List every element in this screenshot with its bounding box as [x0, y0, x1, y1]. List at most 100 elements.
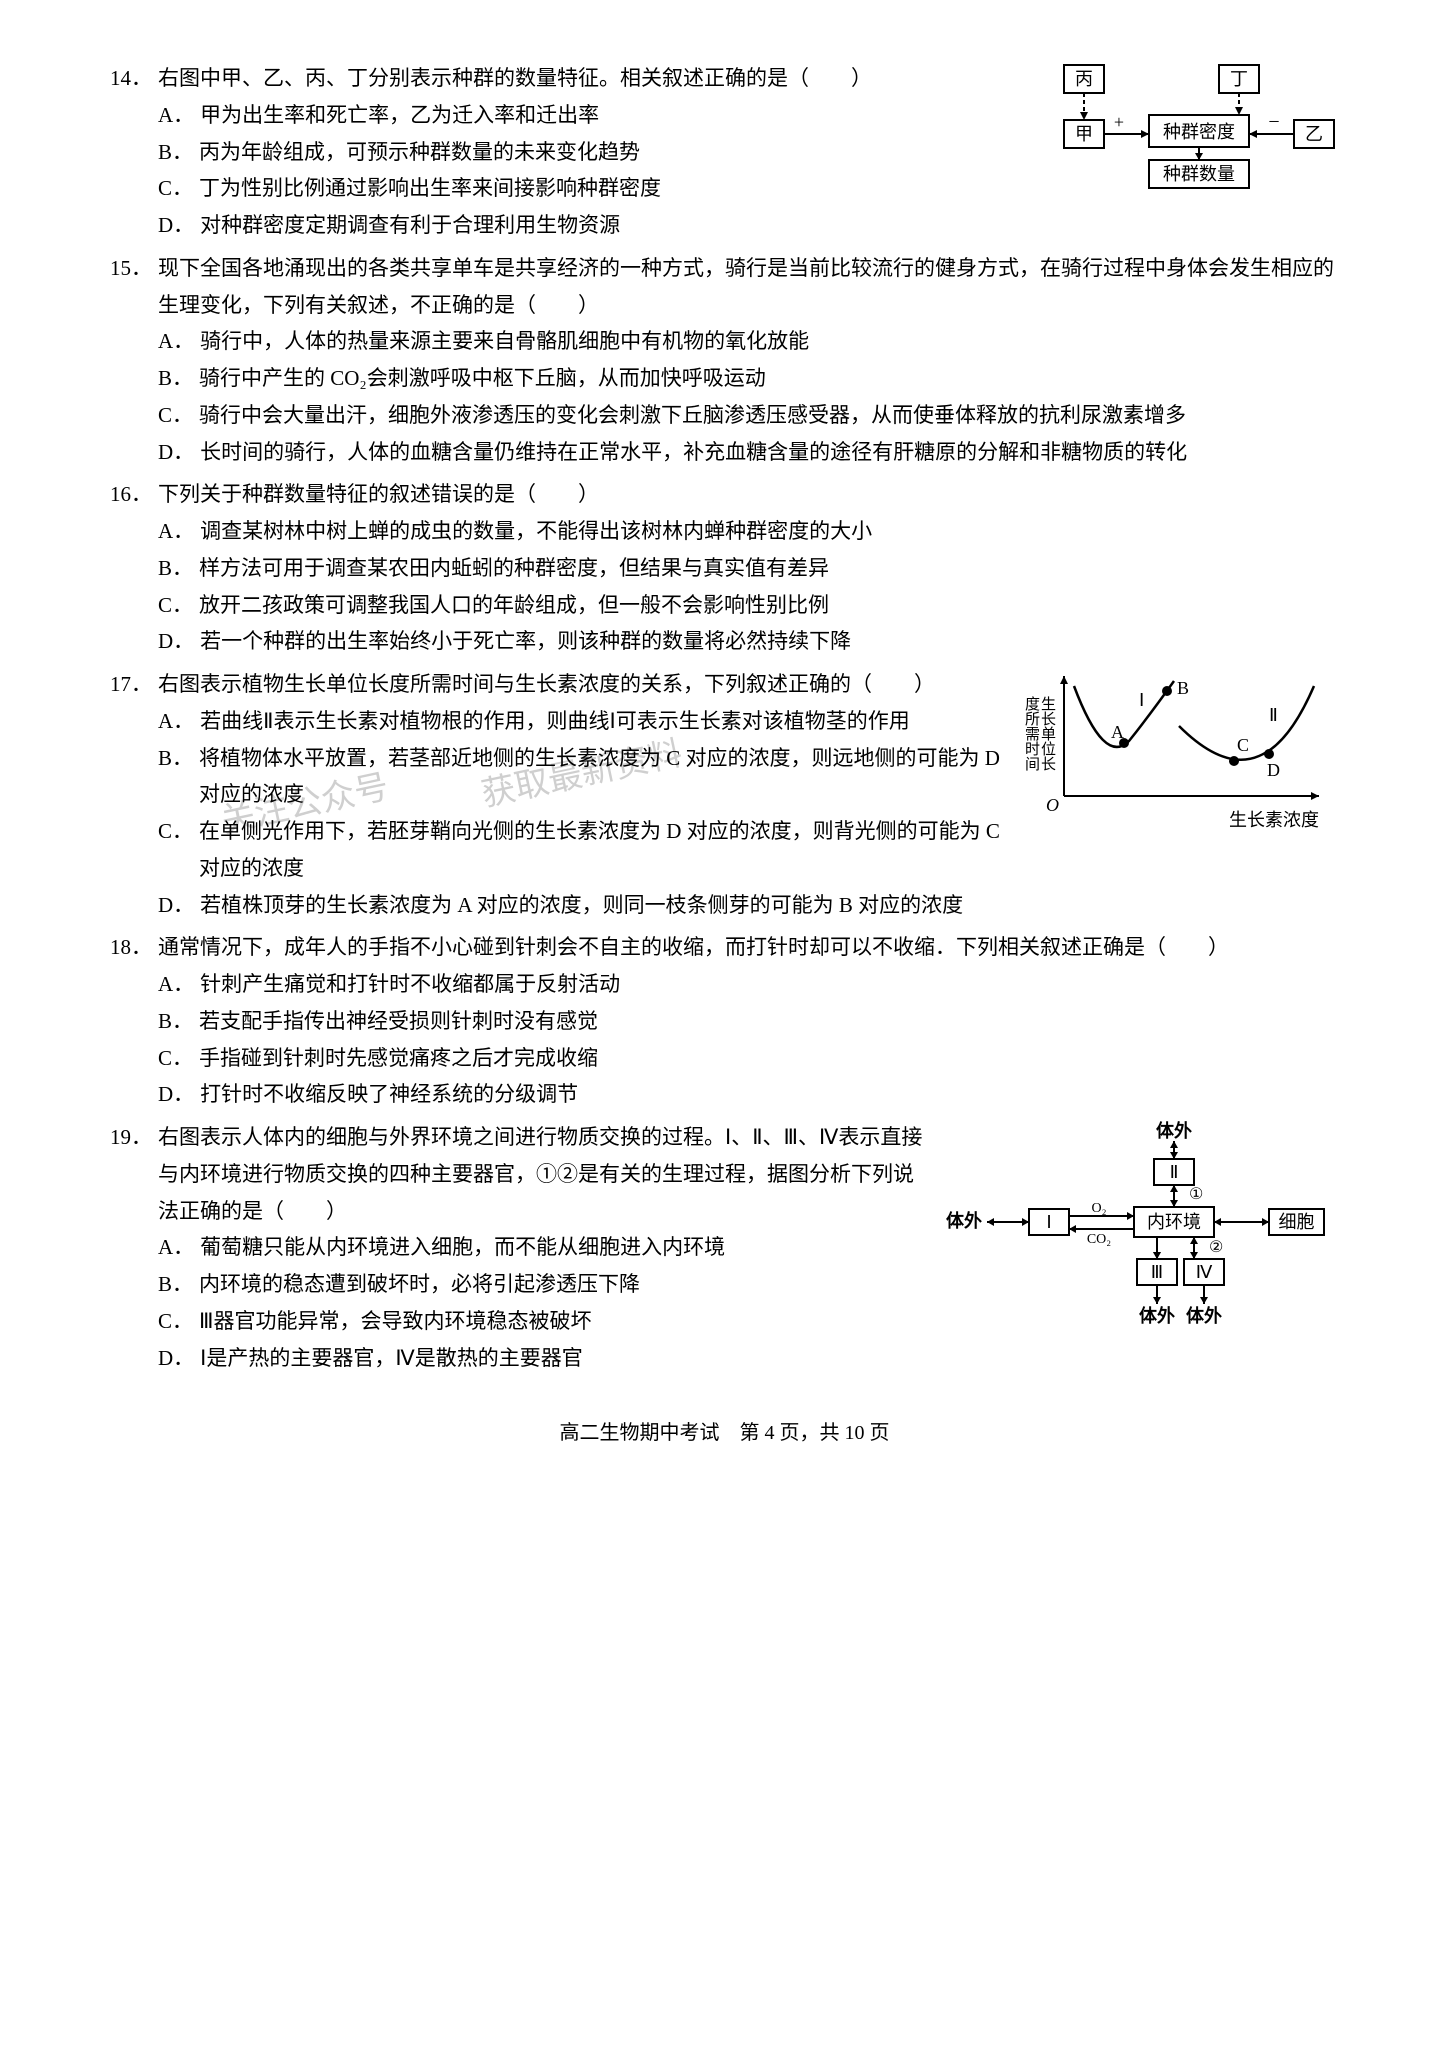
option-label: D．	[158, 1340, 200, 1377]
svg-text:丙: 丙	[1075, 69, 1093, 89]
option-text: 若支配手指传出神经受损则针刺时没有感觉	[199, 1003, 1339, 1040]
question-stem: 现下全国各地涌现出的各类共享单车是共享经济的一种方式，骑行是当前比较流行的健身方…	[158, 250, 1339, 324]
option: D． Ⅰ是产热的主要器官，Ⅳ是散热的主要器官	[158, 1340, 1339, 1377]
options-list: A． 调查某树林中树上蝉的成虫的数量，不能得出该树林内蝉种群密度的大小 B． 样…	[110, 513, 1339, 660]
option: B． 将植物体水平放置，若茎部近地侧的生长素浓度为 C 对应的浓度，则远地侧的可…	[158, 740, 1009, 814]
svg-text:生长单位长: 生长单位长	[1039, 696, 1056, 771]
option-text: Ⅰ是产热的主要器官，Ⅳ是散热的主要器官	[200, 1340, 1339, 1377]
option-text: 打针时不收缩反映了神经系统的分级调节	[200, 1076, 1339, 1113]
option-label: D．	[158, 1076, 200, 1113]
option: A． 调查某树林中树上蝉的成虫的数量，不能得出该树林内蝉种群密度的大小	[158, 513, 1339, 550]
question-number: 14．	[110, 60, 158, 97]
question: 15． 现下全国各地涌现出的各类共享单车是共享经济的一种方式，骑行是当前比较流行…	[110, 250, 1339, 471]
svg-text:体外: 体外	[946, 1210, 982, 1231]
option-text: 若植株顶芽的生长素浓度为 A 对应的浓度，则同一枝条侧芽的可能为 B 对应的浓度	[200, 887, 1339, 924]
svg-text:种群数量: 种群数量	[1163, 164, 1235, 184]
option-label: C．	[158, 397, 199, 434]
svg-text:Ⅰ: Ⅰ	[1139, 690, 1144, 710]
population-diagram: 丙 丁 甲 乙 种群密度 种群数量 + −	[1059, 60, 1339, 190]
option: C． 在单侧光作用下，若胚芽鞘向光侧的生长素浓度为 D 对应的浓度，则背光侧的可…	[158, 813, 1009, 887]
option: A． 葡萄糖只能从内环境进入细胞，而不能从细胞进入内环境	[158, 1229, 929, 1266]
option-text: 骑行中，人体的热量来源主要来自骨骼肌细胞中有机物的氧化放能	[200, 323, 1339, 360]
svg-text:A: A	[1111, 722, 1124, 742]
option-label: B．	[158, 360, 199, 397]
option-label: A．	[158, 323, 200, 360]
option-text: 葡萄糖只能从内环境进入细胞，而不能从细胞进入内环境	[200, 1229, 929, 1266]
svg-text:CO₂: CO₂	[1087, 1232, 1111, 1247]
svg-text:①: ①	[1189, 1186, 1203, 1203]
option: C． 骑行中会大量出汗，细胞外液渗透压的变化会刺激下丘脑渗透压感受器，从而使垂体…	[158, 397, 1339, 434]
svg-text:体外: 体外	[1156, 1120, 1192, 1141]
question: 18． 通常情况下，成年人的手指不小心碰到针刺会不自主的收缩，而打针时却可以不收…	[110, 929, 1339, 1113]
option-label: A．	[158, 703, 200, 740]
option: C． 放开二孩政策可调整我国人口的年龄组成，但一般不会影响性别比例	[158, 587, 1339, 624]
svg-text:甲: 甲	[1075, 124, 1093, 144]
option-text: 调查某树林中树上蝉的成虫的数量，不能得出该树林内蝉种群密度的大小	[200, 513, 1339, 550]
question-number: 17．	[110, 666, 158, 703]
svg-text:体外: 体外	[1139, 1305, 1175, 1326]
question-stem: 右图表示人体内的细胞与外界环境之间进行物质交换的过程。Ⅰ、Ⅱ、Ⅲ、Ⅳ表示直接与内…	[158, 1119, 929, 1229]
question: O 生长单位长 度所需时间 生长素浓度 A B C D Ⅰ Ⅱ 17． 右图表示…	[110, 666, 1339, 923]
option: C． Ⅲ器官功能异常，会导致内环境稳态被破坏	[158, 1303, 929, 1340]
option-label: A．	[158, 966, 200, 1003]
svg-text:Ⅰ: Ⅰ	[1046, 1212, 1051, 1232]
option: B． 内环境的稳态遭到破坏时，必将引起渗透压下降	[158, 1266, 929, 1303]
option: C． 手指碰到针刺时先感觉痛疼之后才完成收缩	[158, 1040, 1339, 1077]
option-label: D．	[158, 887, 200, 924]
option-text: 针刺产生痛觉和打针时不收缩都属于反射活动	[200, 966, 1339, 1003]
option-text: 骑行中产生的 CO₂会刺激呼吸中枢下丘脑，从而加快呼吸运动	[199, 360, 1339, 397]
svg-text:O₂: O₂	[1092, 1201, 1107, 1216]
option-text: 对种群密度定期调查有利于合理利用生物资源	[200, 207, 1339, 244]
option-text: 放开二孩政策可调整我国人口的年龄组成，但一般不会影响性别比例	[199, 587, 1339, 624]
question-stem: 下列关于种群数量特征的叙述错误的是（ ）	[158, 476, 1339, 513]
option: B． 骑行中产生的 CO₂会刺激呼吸中枢下丘脑，从而加快呼吸运动	[158, 360, 1339, 397]
option-label: B．	[158, 1003, 199, 1040]
options-list: A． 针刺产生痛觉和打针时不收缩都属于反射活动 B． 若支配手指传出神经受损则针…	[110, 966, 1339, 1113]
option-text: 丁为性别比例通过影响出生率来间接影响种群密度	[199, 170, 1049, 207]
option-text: 将植物体水平放置，若茎部近地侧的生长素浓度为 C 对应的浓度，则远地侧的可能为 …	[199, 740, 1009, 814]
option-label: B．	[158, 550, 199, 587]
svg-text:Ⅳ: Ⅳ	[1196, 1262, 1213, 1282]
svg-text:乙: 乙	[1305, 124, 1323, 144]
svg-text:Ⅱ: Ⅱ	[1170, 1162, 1179, 1182]
option-text: 内环境的稳态遭到破坏时，必将引起渗透压下降	[199, 1266, 929, 1303]
option: D． 打针时不收缩反映了神经系统的分级调节	[158, 1076, 1339, 1113]
option-label: C．	[158, 587, 199, 624]
option-label: D．	[158, 207, 200, 244]
options-list: A． 骑行中，人体的热量来源主要来自骨骼肌细胞中有机物的氧化放能 B． 骑行中产…	[110, 323, 1339, 470]
option-label: C．	[158, 1040, 199, 1077]
option-text: 手指碰到针刺时先感觉痛疼之后才完成收缩	[199, 1040, 1339, 1077]
svg-text:度所需时间: 度所需时间	[1023, 696, 1040, 772]
option-label: D．	[158, 434, 200, 471]
option: B． 若支配手指传出神经受损则针刺时没有感觉	[158, 1003, 1339, 1040]
option-label: C．	[158, 170, 199, 207]
question: 丙 丁 甲 乙 种群密度 种群数量 + − 14． 右图中甲、乙、丙、丁分别表示…	[110, 60, 1339, 244]
option-text: 丙为年龄组成，可预示种群数量的未来变化趋势	[199, 134, 1049, 171]
svg-text:体外: 体外	[1186, 1305, 1222, 1326]
svg-text:C: C	[1237, 735, 1249, 755]
option-label: C．	[158, 1303, 199, 1340]
option-text: Ⅲ器官功能异常，会导致内环境稳态被破坏	[199, 1303, 929, 1340]
svg-text:生长素浓度: 生长素浓度	[1229, 810, 1319, 830]
svg-text:种群密度: 种群密度	[1163, 122, 1235, 142]
option: D． 若一个种群的出生率始终小于死亡率，则该种群的数量将必然持续下降	[158, 623, 1339, 660]
question-number: 15．	[110, 250, 158, 324]
option: B． 丙为年龄组成，可预示种群数量的未来变化趋势	[158, 134, 1049, 171]
question: 体外 Ⅱ ① 体外 Ⅰ O₂ CO₂ 内环境 细胞 ② Ⅲ Ⅳ 体外 体外 19…	[110, 1119, 1339, 1376]
option-label: B．	[158, 740, 199, 814]
question-number: 18．	[110, 929, 158, 966]
option-label: B．	[158, 1266, 199, 1303]
svg-text:−: −	[1268, 111, 1279, 133]
option: D． 长时间的骑行，人体的血糖含量仍维持在正常水平，补充血糖含量的途径有肝糖原的…	[158, 434, 1339, 471]
svg-text:D: D	[1267, 760, 1280, 780]
internal-env-diagram: 体外 Ⅱ ① 体外 Ⅰ O₂ CO₂ 内环境 细胞 ② Ⅲ Ⅳ 体外 体外	[939, 1119, 1339, 1329]
svg-text:②: ②	[1209, 1239, 1223, 1256]
option-label: D．	[158, 623, 200, 660]
option-label: C．	[158, 813, 199, 887]
svg-text:+: +	[1114, 112, 1124, 132]
svg-text:细胞: 细胞	[1279, 1212, 1315, 1232]
question: 16． 下列关于种群数量特征的叙述错误的是（ ） A． 调查某树林中树上蝉的成虫…	[110, 476, 1339, 660]
option-text: 长时间的骑行，人体的血糖含量仍维持在正常水平，补充血糖含量的途径有肝糖原的分解和…	[200, 434, 1339, 471]
option: A． 针刺产生痛觉和打针时不收缩都属于反射活动	[158, 966, 1339, 1003]
question-stem: 右图表示植物生长单位长度所需时间与生长素浓度的关系，下列叙述正确的（ ）	[158, 666, 1009, 703]
